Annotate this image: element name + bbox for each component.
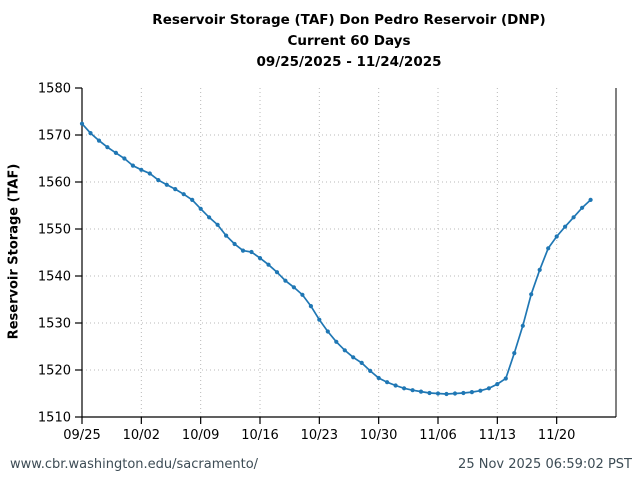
data-point-marker: [410, 388, 415, 393]
data-point-marker: [571, 215, 576, 220]
data-point-marker: [130, 163, 135, 168]
y-tick-label: 1520: [38, 364, 71, 379]
data-point-marker: [164, 182, 169, 187]
data-point-marker: [96, 138, 102, 143]
y-tick-label: 1510: [38, 411, 71, 426]
data-point-marker: [520, 323, 525, 328]
data-point-marker: [563, 224, 568, 229]
data-point-marker: [359, 360, 364, 365]
data-point-marker: [291, 285, 296, 290]
data-point-marker: [512, 351, 517, 356]
chart-canvas: 1510 1520 1530 1540 1550 1560 1570 1580 09/25 10/…: [38, 82, 617, 443]
data-point-marker: [198, 206, 203, 211]
data-point-marker: [495, 382, 500, 387]
data-point-marker: [427, 390, 432, 396]
data-point-marker: [393, 383, 398, 388]
chart-subtitle: Current 60 Days: [287, 33, 411, 49]
data-point-marker: [249, 249, 254, 255]
y-tick-label: 1540: [38, 270, 71, 285]
data-point-marker: [385, 380, 390, 385]
x-tick-label: 09/25: [63, 428, 100, 443]
data-point-marker: [308, 304, 313, 309]
data-point-marker: [342, 348, 347, 353]
x-tick-label: 11/06: [419, 428, 456, 443]
x-tick-label: 11/20: [538, 428, 575, 443]
x-tick-label: 11/13: [479, 428, 516, 443]
data-point-marker: [122, 156, 127, 161]
data-point-marker: [240, 248, 246, 253]
y-tick-label: 1580: [38, 82, 71, 97]
data-point-marker: [546, 246, 551, 251]
data-point-marker: [537, 267, 542, 272]
data-point-marker: [215, 222, 220, 227]
data-point-marker: [274, 270, 280, 275]
data-point-marker: [529, 292, 534, 297]
chart-date-range: 09/25/2025 - 11/24/2025: [256, 54, 442, 70]
x-tick-label: 10/09: [182, 428, 219, 443]
data-point-marker: [266, 262, 271, 267]
data-point-marker: [224, 233, 229, 238]
data-point-marker: [190, 197, 195, 202]
data-point-marker: [469, 390, 474, 395]
y-tick-label: 1530: [38, 317, 71, 332]
data-point-marker: [207, 215, 212, 220]
data-point-marker: [139, 167, 144, 172]
data-point-marker: [334, 339, 339, 344]
chart-title: Reservoir Storage (TAF) Don Pedro Reserv…: [152, 12, 546, 28]
data-point-marker: [444, 391, 449, 397]
x-tick-label: 10/23: [301, 428, 338, 443]
data-point-marker: [283, 278, 288, 283]
data-point-marker: [156, 178, 161, 183]
data-point-marker: [376, 375, 381, 381]
data-point-marker: [452, 391, 458, 396]
data-point-marker: [147, 171, 152, 176]
data-point-marker: [503, 376, 508, 381]
data-point-marker: [486, 386, 491, 391]
footer-timestamp: 25 Nov 2025 06:59:02 PST: [458, 457, 632, 472]
data-point-marker: [418, 389, 424, 394]
data-point-marker: [232, 241, 237, 247]
data-point-marker: [461, 390, 466, 396]
data-point-marker: [181, 192, 186, 197]
data-point-marker: [554, 234, 559, 239]
y-tick-label: 1560: [38, 176, 71, 191]
data-point-marker: [88, 131, 93, 136]
data-point-marker: [402, 386, 407, 391]
data-point-marker: [478, 388, 483, 393]
data-point-marker: [173, 187, 178, 192]
y-tick-label: 1570: [38, 129, 71, 144]
data-point-marker: [580, 205, 585, 210]
x-tick-label: 10/30: [360, 428, 397, 443]
data-point-marker: [368, 368, 373, 373]
data-point-marker: [79, 121, 85, 126]
x-tick-label: 10/02: [123, 428, 160, 443]
data-point-marker: [317, 317, 322, 322]
data-point-marker: [257, 256, 263, 261]
data-point-marker: [351, 355, 356, 360]
chart-title-block: Reservoir Storage (TAF) Don Pedro Reserv…: [82, 10, 616, 73]
data-point-marker: [113, 150, 118, 155]
data-point-marker: [300, 292, 305, 297]
y-tick-label: 1550: [38, 223, 71, 238]
data-point-marker: [435, 391, 441, 396]
data-point-marker: [105, 145, 110, 150]
x-tick-label: 10/16: [241, 428, 278, 443]
data-point-marker: [588, 197, 593, 202]
data-point-marker: [325, 329, 330, 334]
footer-url: www.cbr.washington.edu/sacramento/: [10, 457, 259, 472]
